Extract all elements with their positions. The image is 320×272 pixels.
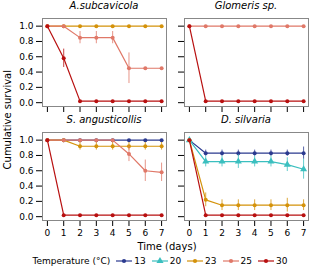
svg-text:0.8: 0.8	[19, 150, 34, 160]
svg-text:5: 5	[126, 228, 132, 238]
svg-text:4: 4	[110, 228, 116, 238]
html-text:S. angusticollis: S. angusticollis	[66, 114, 142, 125]
svg-text:1: 1	[61, 228, 67, 238]
html-text:Cumulative survival: Cumulative survival	[1, 70, 13, 170]
html-text:25: 25	[240, 255, 252, 266]
svg-text:4: 4	[252, 228, 258, 238]
svg-text:0.6: 0.6	[19, 52, 34, 62]
svg-text:2: 2	[77, 228, 83, 238]
svg-text:0.2: 0.2	[19, 82, 33, 92]
svg-text:0.0: 0.0	[19, 212, 34, 222]
svg-text:7: 7	[301, 228, 307, 238]
svg-text:1.0: 1.0	[19, 135, 34, 145]
svg-text:2: 2	[219, 228, 225, 238]
svg-text:0.4: 0.4	[19, 67, 34, 77]
svg-text:0.8: 0.8	[19, 36, 34, 46]
svg-text:0.2: 0.2	[19, 196, 33, 206]
svg-text:7: 7	[159, 228, 165, 238]
html-text:Glomeris sp.: Glomeris sp.	[214, 0, 278, 11]
html-text:23: 23	[205, 255, 217, 266]
svg-text:6: 6	[284, 228, 290, 238]
html-text:30: 30	[276, 255, 288, 266]
svg-text:0.6: 0.6	[19, 166, 34, 176]
svg-text:5: 5	[268, 228, 274, 238]
svg-text:0.4: 0.4	[19, 181, 34, 191]
html-text:Time (days): Time (days)	[137, 241, 197, 252]
svg-text:1: 1	[203, 228, 209, 238]
svg-text:6: 6	[142, 228, 148, 238]
html-text:13: 13	[134, 255, 146, 266]
html-text:Temperature (°C): Temperature (°C)	[32, 255, 111, 266]
svg-text:0.0: 0.0	[19, 98, 34, 108]
html-text:20: 20	[169, 255, 182, 266]
html-text:A.subcavicola: A.subcavicola	[69, 0, 139, 11]
svg-text:3: 3	[93, 228, 99, 238]
svg-text:0: 0	[45, 228, 51, 238]
svg-text:1.0: 1.0	[19, 21, 34, 31]
html-text:D. silvaria: D. silvaria	[221, 114, 271, 125]
svg-text:3: 3	[235, 228, 241, 238]
svg-text:0: 0	[187, 228, 193, 238]
